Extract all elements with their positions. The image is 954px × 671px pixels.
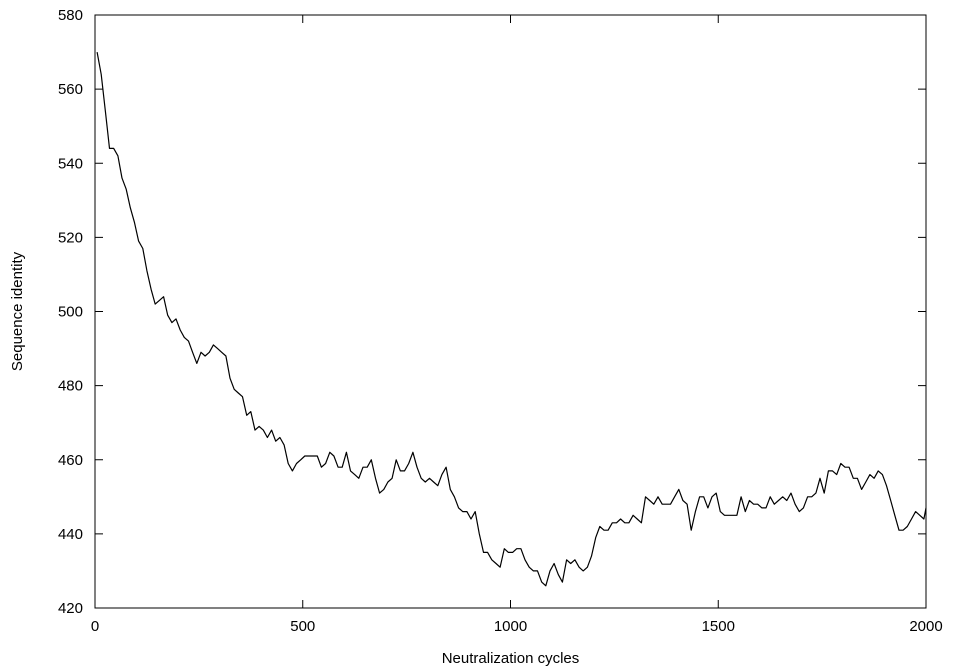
x-tick-label: 1000 bbox=[494, 618, 527, 635]
y-tick-label: 520 bbox=[58, 229, 83, 246]
y-tick-label: 440 bbox=[58, 526, 83, 543]
plot-area-frame bbox=[94, 14, 927, 609]
x-tick-label: 2000 bbox=[909, 618, 942, 635]
series-line bbox=[96, 51, 927, 587]
x-axis-label: Neutralization cycles bbox=[442, 650, 580, 667]
x-tick-label: 500 bbox=[290, 618, 315, 635]
y-tick-label: 460 bbox=[58, 452, 83, 469]
y-tick-label: 580 bbox=[58, 7, 83, 24]
y-tick-label: 540 bbox=[58, 155, 83, 172]
y-axis-label: Sequence identity bbox=[9, 251, 26, 371]
y-ticks: 420 440 460 480 500 520 540 560 580 bbox=[58, 7, 926, 617]
y-tick-label: 420 bbox=[58, 600, 83, 617]
y-tick-label: 560 bbox=[58, 81, 83, 98]
x-ticks: 0 500 1000 1500 2000 bbox=[91, 15, 943, 635]
y-tick-label: 500 bbox=[58, 304, 83, 321]
y-tick-label: 480 bbox=[58, 378, 83, 395]
x-tick-label: 0 bbox=[91, 618, 99, 635]
x-tick-label: 1500 bbox=[702, 618, 735, 635]
